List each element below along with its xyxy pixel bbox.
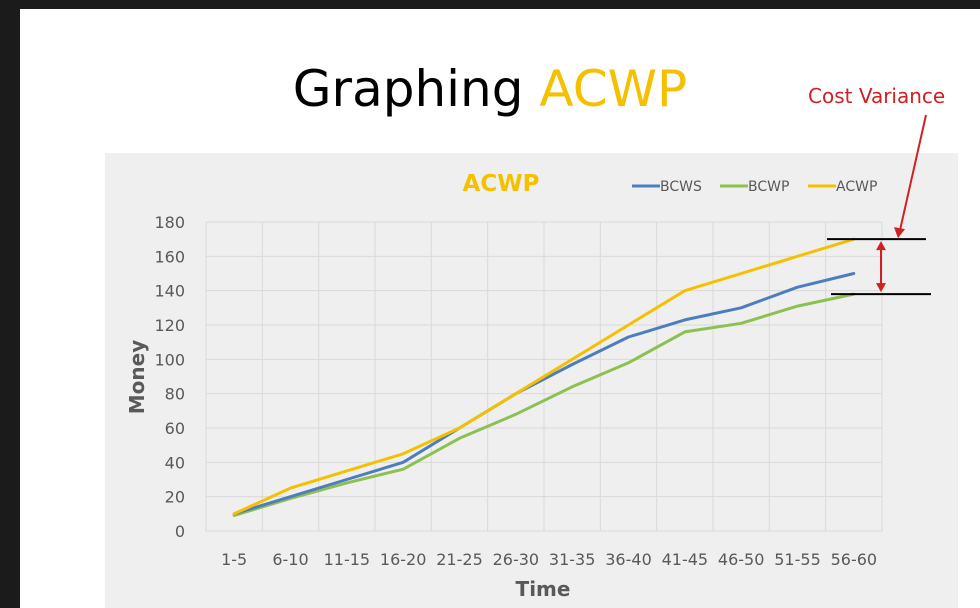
cost-variance-annotation (827, 114, 931, 296)
series-line-bcwp (232, 292, 856, 517)
x-tick-label: 56-60 (831, 550, 878, 569)
slide-title-prefix: Graphing (292, 60, 540, 118)
y-tick-label: 140 (154, 282, 185, 301)
variance-arrowhead-up (876, 241, 886, 251)
slide-title: Graphing ACWP (0, 60, 980, 118)
x-tick-label: 46-50 (718, 550, 765, 569)
x-tick-label: 1-5 (221, 550, 247, 569)
y-axis-ticks: 0 20 40 60 80 100 120 140 160 180 (154, 213, 185, 541)
variance-arrowhead-down (876, 283, 886, 293)
x-tick-label: 11-15 (324, 550, 371, 569)
legend-label-bcws: BCWS (660, 179, 702, 195)
slide-title-accent: ACWP (539, 60, 688, 118)
legend-label-acwp: ACWP (836, 179, 877, 195)
x-tick-label: 41-45 (662, 550, 709, 569)
x-axis-ticks: 1-5 6-10 11-15 16-20 21-25 26-30 31-35 36-40 41-… (221, 550, 877, 569)
x-tick-label: 31-35 (549, 550, 596, 569)
cost-variance-label: Cost Variance (808, 84, 946, 108)
chart-area (105, 153, 958, 608)
x-axis-title: Time (516, 577, 571, 601)
y-axis-title: Money (125, 340, 149, 414)
chart-title: ACWP (463, 171, 540, 197)
series-line-bcws (232, 272, 856, 516)
y-tick-label: 80 (165, 385, 185, 404)
callout-arrow (899, 114, 927, 231)
x-tick-label: 36-40 (605, 550, 652, 569)
y-tick-label: 0 (175, 522, 185, 541)
y-tick-label: 120 (154, 316, 185, 335)
y-tick-label: 40 (165, 453, 185, 472)
legend-label-bcwp: BCWP (748, 179, 789, 195)
legend: BCWS BCWP ACWP (632, 179, 877, 195)
x-tick-label: 16-20 (380, 550, 427, 569)
y-tick-label: 20 (165, 488, 185, 507)
y-tick-label: 180 (154, 213, 185, 232)
series-lines (232, 237, 856, 517)
x-tick-label: 26-30 (493, 550, 540, 569)
y-tick-label: 60 (165, 419, 185, 438)
x-tick-label: 6-10 (272, 550, 308, 569)
callout-arrowhead (894, 227, 905, 239)
gridlines (205, 221, 883, 532)
x-tick-label: 51-55 (774, 550, 821, 569)
y-tick-label: 160 (154, 247, 185, 266)
x-tick-label: 21-25 (436, 550, 483, 569)
series-line-acwp (232, 237, 856, 516)
y-tick-label: 100 (154, 350, 185, 369)
